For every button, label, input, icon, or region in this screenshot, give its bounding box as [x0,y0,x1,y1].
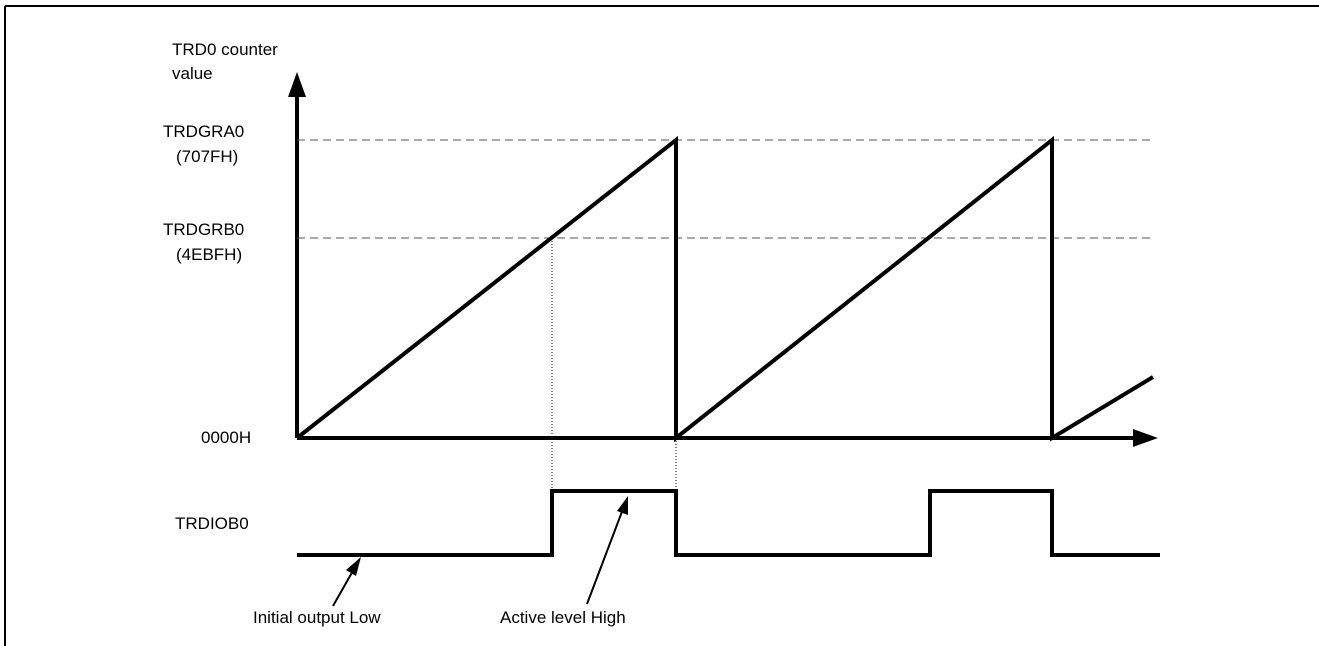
y-axis-title-line1: TRD0 counter [172,40,278,59]
initial-output-pointer-arrowhead [346,557,361,576]
active-level-pointer-arrowhead [617,496,628,515]
initial-output-pointer-line [332,568,355,607]
trdgrb0-label: TRDGRB0 [163,220,244,239]
counter-sawtooth-waveform [295,135,1155,443]
trdgra0-value: (707FH) [176,147,238,166]
trdgrb0-value: (4EBFH) [176,245,242,264]
trdgra0-label: TRDGRA0 [163,122,244,141]
y-axis-title-line2: value [172,64,213,83]
active-level-annotation: Active level High [500,608,626,627]
x-axis-arrowhead [1133,429,1158,447]
zero-level-label: 0000H [201,428,251,447]
initial-output-annotation: Initial output Low [253,608,381,627]
active-level-pointer-line [586,508,624,605]
trdiob0-label: TRDIOB0 [175,514,249,533]
trdiob0-output-waveform [297,489,1160,557]
y-axis-arrowhead [288,72,306,97]
